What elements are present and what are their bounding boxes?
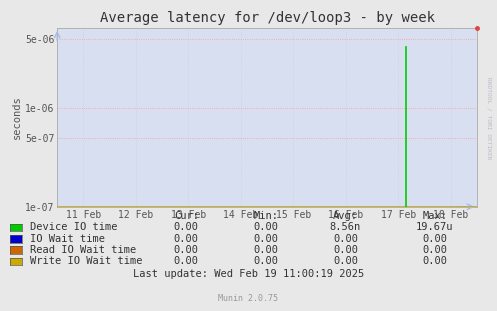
Text: 19.67u: 19.67u [416,222,454,232]
Text: 0.00: 0.00 [333,234,358,244]
Y-axis label: seconds: seconds [12,95,22,139]
Text: Device IO time: Device IO time [30,222,117,232]
Text: 0.00: 0.00 [174,256,199,266]
Text: 0.00: 0.00 [422,245,447,255]
Text: 0.00: 0.00 [174,234,199,244]
Text: 0.00: 0.00 [174,222,199,232]
Text: Max:: Max: [422,211,447,221]
Text: 0.00: 0.00 [333,245,358,255]
Text: 0.00: 0.00 [333,256,358,266]
Text: Cur:: Cur: [174,211,199,221]
Text: Avg:: Avg: [333,211,358,221]
Text: Read IO Wait time: Read IO Wait time [30,245,136,255]
Text: Munin 2.0.75: Munin 2.0.75 [219,294,278,303]
Text: RRDTOOL / TOBI OETIKER: RRDTOOL / TOBI OETIKER [486,77,491,160]
Text: IO Wait time: IO Wait time [30,234,105,244]
Text: 8.56n: 8.56n [330,222,361,232]
Text: Last update: Wed Feb 19 11:00:19 2025: Last update: Wed Feb 19 11:00:19 2025 [133,269,364,279]
Text: Write IO Wait time: Write IO Wait time [30,256,142,266]
Text: 0.00: 0.00 [422,234,447,244]
Text: 0.00: 0.00 [422,256,447,266]
Text: 0.00: 0.00 [253,222,278,232]
Text: Min:: Min: [253,211,278,221]
Title: Average latency for /dev/loop3 - by week: Average latency for /dev/loop3 - by week [99,12,435,26]
Text: 0.00: 0.00 [174,245,199,255]
Text: 0.00: 0.00 [253,234,278,244]
Text: 0.00: 0.00 [253,256,278,266]
Text: 0.00: 0.00 [253,245,278,255]
